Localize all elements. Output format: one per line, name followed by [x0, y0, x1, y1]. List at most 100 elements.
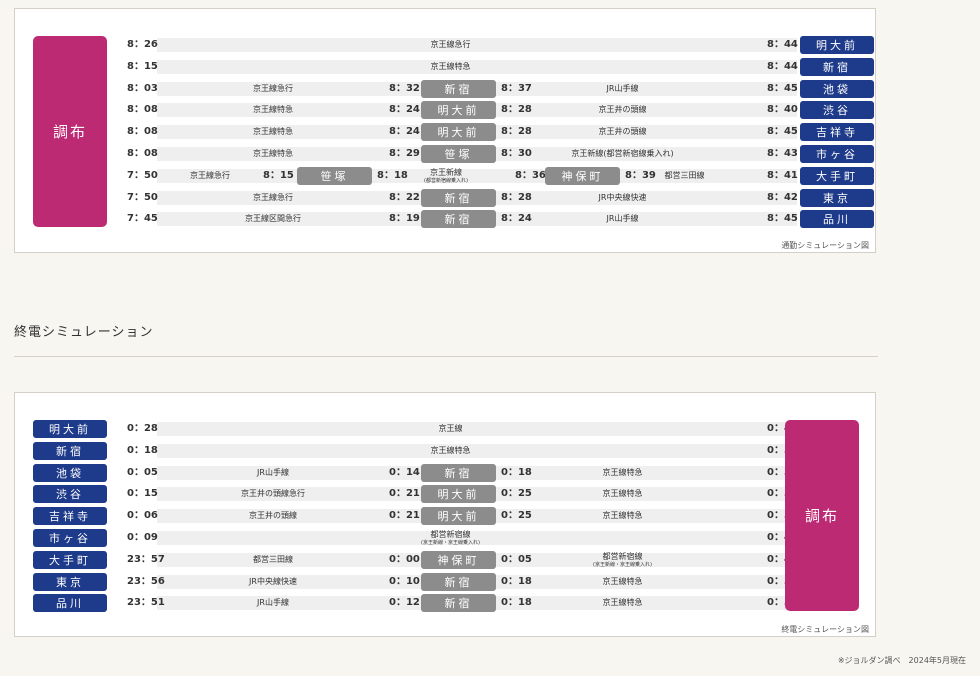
line-name-text: JR山手線	[606, 83, 639, 93]
line-name-text: 京王線特急	[430, 445, 471, 455]
arrive-time: 8：43	[767, 148, 798, 159]
line-name: JR山手線	[501, 81, 744, 97]
transfer-arrive-time: 8：24	[389, 104, 420, 116]
line-name-text: 都営新宿線	[602, 551, 643, 561]
line-name: 都営三田線	[625, 168, 744, 184]
line-name-text: 京王井の頭線	[598, 105, 647, 115]
depart-time: 8：08	[127, 126, 158, 138]
destination-station: 市ヶ谷	[800, 145, 874, 163]
transfer-depart-time: 8：30	[501, 148, 532, 159]
line-name: 京王線急行	[157, 37, 744, 53]
arrive-time: 0：34	[767, 466, 798, 478]
origin-station: 市ヶ谷	[33, 529, 107, 547]
transfer-station: 明大前	[421, 507, 496, 526]
transfer-depart-time: 8：39	[625, 169, 656, 181]
transfer-station: 笹塚	[421, 145, 496, 163]
transfer-arrive-time: 0：21	[389, 510, 420, 522]
arrive-time: 0：49	[767, 553, 798, 565]
origin-station: 東京	[33, 572, 107, 591]
transfer-station: 新宿	[421, 210, 496, 229]
line-name-text: 京王線急行	[190, 170, 230, 180]
line-name-text: JR中央線快速	[249, 576, 297, 586]
line-name-text: 京王線特急	[602, 511, 643, 521]
line-name-text: 京王線特急	[602, 489, 643, 499]
line-name-text: 京王線特急	[602, 576, 643, 586]
depart-time: 0：05	[127, 466, 158, 478]
transfer-arrive-time: 0：12	[389, 597, 420, 609]
line-name: 京王井の頭線	[501, 102, 744, 118]
arrive-time: 8：45	[767, 82, 798, 94]
transfer-arrive-time: 0：21	[389, 488, 420, 500]
route-row: 7：50 京王線急行 8：22 新宿 8：28 JR中央線快速 8：42 東京	[127, 188, 874, 207]
transfer-arrive-time: 8：15	[263, 169, 294, 181]
line-name-text: JR山手線	[257, 598, 289, 608]
line-name-text: 京王線特急	[253, 149, 293, 158]
origin-station-block: 調布	[33, 36, 107, 227]
transfer-station: 新宿	[421, 572, 496, 591]
route-row: 品川 23：51 JR山手線 0：12 新宿 0：18 京王線特急 0：34	[33, 594, 872, 613]
line-note: (京王新線・京王線乗入れ)	[421, 540, 480, 546]
last-train-section-title: 終電シミュレーション	[14, 325, 154, 340]
transfer-depart-time: 8：24	[501, 213, 532, 225]
line-name: 京王線特急	[501, 595, 744, 611]
line-name-text: 京王新線	[430, 167, 462, 177]
route-row: 8：08 京王線特急 8：24 明大前 8：28 京王井の頭線 8：45 吉祥寺	[127, 123, 874, 142]
line-name: 京王線特急	[501, 465, 744, 481]
route-row: 市ヶ谷 0：09 都営新宿線 (京王新線・京王線乗入れ) 0：49	[33, 529, 872, 547]
arrive-time: 8：44	[767, 39, 798, 50]
line-name-text: JR中央線快速	[598, 192, 647, 202]
arrive-time: 0：34	[767, 488, 798, 500]
line-name-text: 都営三田線	[664, 170, 705, 180]
depart-time: 0：28	[127, 423, 158, 434]
line-name: JR山手線	[157, 465, 389, 481]
route-row: 8：26 京王線急行 8：44 明大前	[127, 36, 874, 54]
commute-simulation-panel: 調布 8：26 京王線急行 8：44 明大前 8：15 京王線特急 8：44 新宿 8：03 京王…	[14, 8, 876, 253]
line-name-text: 都営三田線	[253, 554, 293, 564]
destination-station: 明大前	[800, 36, 874, 54]
destination-station: 吉祥寺	[800, 123, 874, 142]
line-name: 都営新宿線 (京王新線・京王線乗入れ)	[157, 530, 744, 546]
depart-time: 7：50	[127, 169, 158, 181]
arrive-time: 0：34	[767, 597, 798, 609]
depart-time: 0：06	[127, 510, 158, 522]
transfer-station: 明大前	[421, 101, 496, 120]
origin-station: 明大前	[33, 420, 107, 438]
line-name: 都営三田線	[157, 552, 389, 568]
arrive-time: 0：34	[767, 444, 798, 456]
transfer-depart-time: 0：18	[501, 466, 532, 478]
route-row: 渋谷 0：15 京王井の頭線急行 0：21 明大前 0：25 京王線特急 0：34	[33, 485, 872, 504]
line-note: (京王新線・京王線乗入れ)	[593, 561, 652, 568]
transfer-arrive-time: 8：19	[389, 213, 420, 225]
transfer-depart-time: 8：18	[377, 169, 408, 181]
arrive-time: 8：44	[767, 60, 798, 72]
transfer-arrive-time: 8：29	[389, 148, 420, 159]
line-name-text: JR山手線	[257, 467, 289, 477]
depart-time: 8：08	[127, 104, 158, 116]
transfer-arrive-time: 8：24	[389, 126, 420, 138]
line-name: 京王線	[157, 421, 744, 437]
last-train-simulation-panel: 明大前 0：28 京王線 0：49 新宿 0：18 京王線特急 0：34 池袋 0：05 JR山手線…	[14, 392, 876, 637]
line-name-text: 都営新宿線	[430, 530, 471, 539]
line-name: JR山手線	[157, 595, 389, 611]
arrive-time: 8：40	[767, 104, 798, 116]
depart-time: 0：09	[127, 532, 158, 543]
line-name-text: 京王線特急	[430, 61, 471, 71]
depart-time: 8：03	[127, 82, 158, 94]
line-name: JR山手線	[501, 211, 744, 227]
transfer-depart-time: 8：28	[501, 126, 532, 138]
route-row: 8：15 京王線特急 8：44 新宿	[127, 57, 874, 76]
line-name-text: 京王線特急	[253, 127, 293, 137]
destination-station: 渋谷	[800, 101, 874, 120]
line-name: JR中央線快速	[157, 574, 389, 590]
line-name-text: 京王線特急	[602, 598, 643, 608]
transfer-arrive-time: 0：00	[389, 553, 420, 565]
line-name: 京王線急行	[157, 168, 263, 184]
transfer-depart-time: 8：37	[501, 82, 532, 94]
line-name: 京王線急行	[157, 190, 389, 206]
route-track	[157, 422, 797, 436]
line-name-text: 京王新線(都営新宿線乗入れ)	[571, 149, 674, 158]
transfer-station: 明大前	[421, 123, 496, 142]
line-name: 京王線区間急行	[157, 211, 389, 227]
depart-time: 8：15	[127, 60, 158, 72]
route-track	[157, 443, 797, 458]
